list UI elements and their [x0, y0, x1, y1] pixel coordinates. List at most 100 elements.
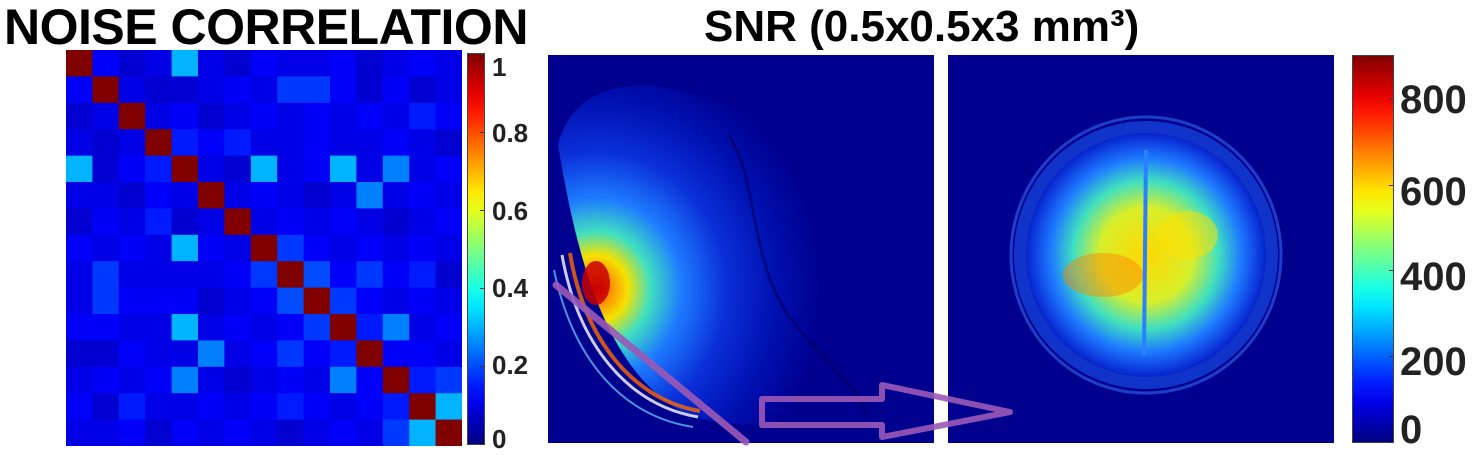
- heatmap-cell: [250, 287, 278, 315]
- heatmap-cell: [118, 76, 146, 104]
- heatmap-cell: [145, 102, 173, 130]
- heatmap-cell: [356, 76, 384, 104]
- heatmap-cell: [277, 366, 305, 394]
- heatmap-cell: [92, 155, 120, 183]
- heatmap-cell: [277, 287, 305, 315]
- heatmap-cell: [66, 393, 93, 421]
- heatmap-cell: [356, 208, 384, 236]
- heatmap-cell: [382, 182, 410, 209]
- colorbar-tick-mark: [1389, 184, 1393, 186]
- heatmap-cell: [66, 102, 93, 130]
- heatmap-cell: [224, 76, 252, 104]
- heatmap-cell: [198, 76, 225, 104]
- colorbar-tick-mark: [480, 444, 484, 445]
- heatmap-cell: [224, 366, 252, 394]
- heatmap-cell: [145, 287, 173, 315]
- colorbar-tick-mark: [480, 366, 484, 367]
- heatmap-cell: [330, 182, 357, 209]
- heatmap-cell: [92, 76, 120, 104]
- heatmap-cell: [382, 234, 410, 262]
- heatmap-cell: [118, 340, 146, 368]
- heatmap-cell: [66, 314, 93, 341]
- heatmap-cell: [330, 314, 357, 341]
- snr-map-coronal: [548, 55, 934, 443]
- heatmap-cell: [92, 234, 120, 262]
- heatmap-cell: [382, 102, 410, 130]
- heatmap-cell: [409, 366, 437, 394]
- heatmap-cell: [145, 50, 173, 77]
- heatmap-cell: [303, 419, 331, 446]
- heatmap-cell: [198, 287, 225, 315]
- heatmap-cell: [435, 287, 462, 315]
- heatmap-cell: [356, 102, 384, 130]
- heatmap-cell: [330, 419, 357, 446]
- heatmap-cell: [382, 129, 410, 157]
- heatmap-cell: [145, 419, 173, 446]
- heatmap-cell: [224, 155, 252, 183]
- heatmap-cell: [277, 129, 305, 157]
- heatmap-cell: [118, 182, 146, 209]
- heatmap-cell: [250, 314, 278, 341]
- heatmap-cell: [250, 76, 278, 104]
- heatmap-cell: [66, 340, 93, 368]
- heatmap-cell: [435, 76, 462, 104]
- heatmap-cell: [435, 393, 462, 421]
- heatmap-cell: [198, 208, 225, 236]
- heatmap-cell: [303, 129, 331, 157]
- heatmap-cell: [382, 208, 410, 236]
- colorbar-tick-1: 1: [492, 52, 507, 82]
- heatmap-cell: [435, 155, 462, 183]
- heatmap-cell: [356, 155, 384, 183]
- heatmap-cell: [277, 102, 305, 130]
- heatmap-cell: [330, 76, 357, 104]
- heatmap-cell: [145, 261, 173, 289]
- heatmap-cell: [224, 261, 252, 289]
- heatmap-cell: [435, 261, 462, 289]
- heatmap-cell: [171, 261, 199, 289]
- heatmap-cell: [118, 366, 146, 394]
- heatmap-cell: [356, 50, 384, 77]
- colorbar-tick-mark: [1389, 442, 1393, 443]
- heatmap-cell: [198, 234, 225, 262]
- heatmap-cell: [382, 50, 410, 77]
- heatmap-cell: [145, 340, 173, 368]
- heatmap-cell: [198, 129, 225, 157]
- heatmap-cell: [66, 234, 93, 262]
- heatmap-cell: [409, 340, 437, 368]
- heatmap-cell: [118, 102, 146, 130]
- heatmap-cell: [145, 393, 173, 421]
- heatmap-cell: [356, 182, 384, 209]
- heatmap-cell: [303, 50, 331, 77]
- heatmap-cell: [171, 314, 199, 341]
- colorbar-tick-mark: [480, 210, 484, 211]
- heatmap-cell: [277, 314, 305, 341]
- heatmap-cell: [356, 419, 384, 446]
- heatmap-cell: [330, 50, 357, 77]
- heatmap-cell: [409, 155, 437, 183]
- heatmap-cell: [303, 261, 331, 289]
- heatmap-cell: [303, 76, 331, 104]
- heatmap-cell: [382, 314, 410, 341]
- heatmap-cell: [171, 208, 199, 236]
- heatmap-cell: [66, 129, 93, 157]
- heatmap-cell: [382, 155, 410, 183]
- heatmap-cell: [92, 50, 120, 77]
- heatmap-cell: [66, 50, 93, 77]
- heatmap-cell: [171, 155, 199, 183]
- heatmap-cell: [277, 76, 305, 104]
- heatmap-cell: [277, 208, 305, 236]
- heatmap-cell: [118, 314, 146, 341]
- heatmap-cell: [330, 287, 357, 315]
- heatmap-cell: [171, 182, 199, 209]
- heatmap-cell: [382, 287, 410, 315]
- heatmap-cell: [145, 314, 173, 341]
- heatmap-cell: [66, 76, 93, 104]
- heatmap-cell: [409, 50, 437, 77]
- heatmap-cell: [224, 208, 252, 236]
- heatmap-cell: [66, 419, 93, 446]
- heatmap-cell: [277, 182, 305, 209]
- snr-colorbar-tick-400: 400: [1400, 255, 1467, 299]
- colorbar-tick-0.6: 0.6: [492, 196, 529, 226]
- heatmap-cell: [250, 340, 278, 368]
- colorbar-tick-mark: [1389, 356, 1393, 358]
